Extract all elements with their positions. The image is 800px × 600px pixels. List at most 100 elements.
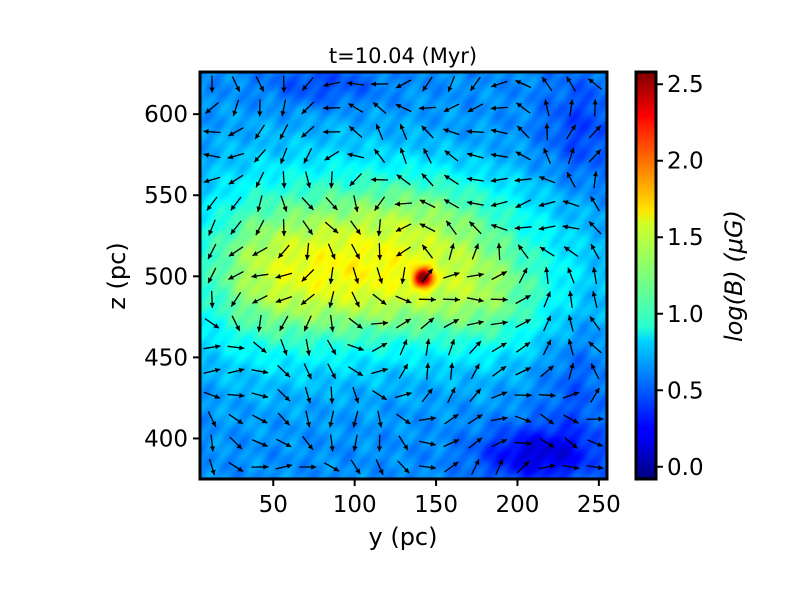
field-arrow bbox=[542, 339, 552, 356]
field-arrow bbox=[444, 461, 459, 473]
field-arrow bbox=[490, 80, 508, 88]
field-arrow bbox=[203, 129, 221, 135]
field-arrow bbox=[588, 341, 602, 354]
field-arrow bbox=[203, 176, 221, 184]
field-arrow bbox=[420, 317, 435, 330]
field-arrow bbox=[425, 362, 431, 380]
field-arrow bbox=[444, 149, 459, 162]
colorbar-tick-label: 2.0 bbox=[667, 149, 704, 175]
field-arrow bbox=[328, 291, 335, 308]
field-arrow bbox=[304, 386, 312, 404]
field-arrow bbox=[466, 152, 484, 159]
field-arrow bbox=[281, 219, 287, 237]
field-arrow bbox=[352, 410, 359, 428]
field-arrow bbox=[419, 199, 436, 209]
field-arrow bbox=[203, 344, 221, 350]
colorbar-label: log(B) (μG) bbox=[720, 210, 748, 342]
field-arrow bbox=[466, 200, 484, 206]
field-arrow bbox=[328, 171, 335, 189]
field-arrow bbox=[348, 317, 363, 330]
field-arrow bbox=[586, 439, 604, 447]
field-arrow bbox=[376, 434, 383, 452]
field-arrow bbox=[490, 200, 508, 208]
field-arrow bbox=[207, 411, 217, 428]
field-arrow bbox=[588, 221, 602, 235]
field-arrow bbox=[567, 338, 574, 356]
field-arrow bbox=[443, 438, 460, 448]
field-arrow bbox=[397, 460, 410, 474]
field-arrow bbox=[280, 147, 288, 164]
field-arrow bbox=[514, 225, 532, 231]
field-arrow bbox=[589, 316, 601, 331]
field-arrow bbox=[490, 128, 508, 135]
field-arrow bbox=[538, 200, 556, 208]
field-arrow bbox=[253, 148, 266, 163]
field-arrow bbox=[395, 318, 412, 329]
field-arrow bbox=[490, 152, 508, 158]
x-tick-label: 150 bbox=[414, 492, 458, 518]
field-arrow bbox=[447, 339, 455, 356]
field-arrow bbox=[490, 297, 508, 303]
field-arrow bbox=[495, 458, 504, 476]
y-tick-label: 600 bbox=[144, 102, 188, 128]
y-axis-ticks: 400 450 500 550 600 bbox=[144, 102, 200, 452]
field-arrow bbox=[564, 437, 579, 449]
field-arrow bbox=[514, 392, 532, 398]
field-arrow bbox=[277, 244, 290, 259]
field-arrow bbox=[448, 243, 455, 260]
field-arrow bbox=[348, 102, 364, 113]
field-arrow bbox=[443, 103, 460, 113]
field-arrow bbox=[562, 224, 580, 230]
x-axis-ticks: 50 100 150 200 250 bbox=[259, 479, 621, 518]
field-arrow bbox=[353, 195, 359, 213]
field-arrow bbox=[303, 147, 313, 164]
field-arrow bbox=[328, 410, 335, 428]
field-arrow bbox=[327, 363, 337, 380]
field-arrow bbox=[418, 464, 436, 470]
field-arrow bbox=[490, 177, 508, 183]
field-arrow bbox=[375, 123, 384, 140]
field-arrow bbox=[395, 391, 412, 399]
field-arrow bbox=[230, 196, 242, 211]
field-arrow bbox=[325, 196, 338, 211]
field-arrow bbox=[203, 367, 221, 374]
field-arrow bbox=[447, 387, 456, 404]
field-arrow bbox=[376, 219, 382, 237]
field-arrow bbox=[592, 171, 598, 189]
field-arrow bbox=[371, 367, 388, 375]
field-arrow bbox=[539, 246, 555, 257]
field-arrow bbox=[305, 410, 311, 428]
field-arrow bbox=[562, 200, 580, 208]
field-arrow bbox=[301, 77, 314, 91]
field-arrow bbox=[421, 244, 434, 259]
field-arrow bbox=[323, 129, 341, 135]
field-arrow bbox=[563, 246, 579, 258]
field-arrow bbox=[491, 438, 508, 448]
field-arrow bbox=[442, 297, 460, 303]
field-arrow bbox=[443, 318, 460, 329]
field-arrow bbox=[445, 220, 457, 235]
field-arrow bbox=[449, 362, 455, 380]
field-arrow bbox=[516, 125, 530, 139]
field-arrow bbox=[562, 391, 580, 399]
field-arrow bbox=[305, 338, 311, 356]
field-arrow bbox=[205, 102, 219, 114]
field-arrow bbox=[348, 366, 364, 377]
field-arrow bbox=[375, 459, 384, 475]
field-arrow bbox=[568, 290, 574, 308]
field-arrow bbox=[352, 267, 360, 284]
field-arrow bbox=[301, 269, 315, 282]
field-arrow bbox=[515, 366, 532, 376]
y-tick-label: 500 bbox=[144, 264, 188, 290]
field-arrow bbox=[468, 437, 483, 449]
field-arrow bbox=[538, 463, 556, 470]
field-arrow bbox=[230, 220, 242, 235]
field-arrows bbox=[203, 75, 604, 476]
field-arrow bbox=[395, 79, 412, 89]
field-arrow bbox=[255, 76, 265, 92]
colorbar-ticks: 0.0 0.5 1.0 1.5 2.0 2.5 bbox=[656, 72, 704, 481]
field-arrow bbox=[515, 79, 532, 89]
field-arrow bbox=[328, 267, 334, 284]
field-arrow bbox=[466, 272, 484, 278]
field-arrow bbox=[276, 438, 292, 448]
